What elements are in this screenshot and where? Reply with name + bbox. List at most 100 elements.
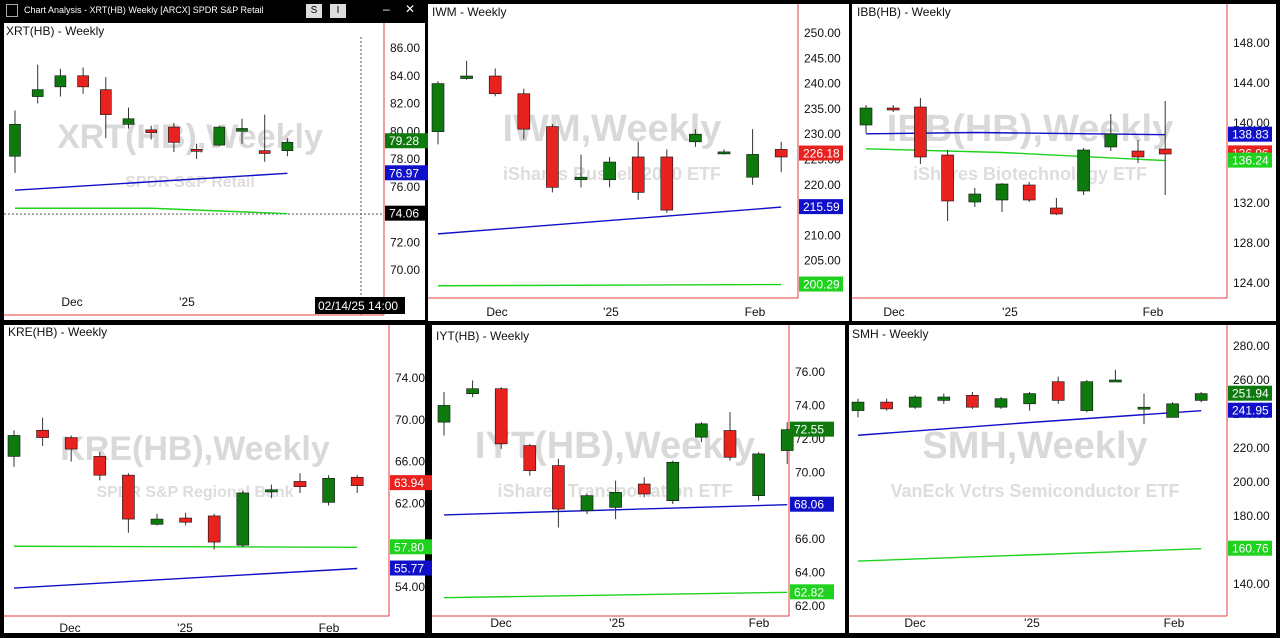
y-tick-label: 132.00 bbox=[1233, 196, 1270, 210]
y-tick-label: 220.00 bbox=[1233, 441, 1270, 455]
candle bbox=[179, 512, 192, 526]
candle-body bbox=[1158, 148, 1172, 155]
candle bbox=[995, 183, 1009, 212]
candle-body bbox=[937, 396, 951, 401]
y-tick-label: 86.00 bbox=[390, 41, 420, 55]
x-tick-label: Dec bbox=[59, 621, 80, 635]
y-tick-label: 66.00 bbox=[795, 532, 825, 546]
y-tick-label: 230.00 bbox=[804, 127, 841, 141]
chart-title: XRT(HB) - Weekly bbox=[6, 24, 104, 38]
price-marker-label: 138.83 bbox=[1232, 128, 1269, 142]
moving-average-blue bbox=[865, 131, 1166, 136]
price-marker-box bbox=[1228, 385, 1272, 401]
candle bbox=[746, 129, 759, 185]
candle-body bbox=[523, 445, 537, 471]
price-marker-box bbox=[1228, 152, 1272, 168]
y-tick-label: 70.00 bbox=[395, 413, 425, 427]
candle bbox=[689, 129, 702, 147]
price-marker-box bbox=[799, 145, 843, 161]
close-icon[interactable]: ✕ bbox=[405, 2, 416, 16]
candle bbox=[494, 387, 508, 449]
y-tick-label: 210.00 bbox=[804, 228, 841, 242]
y-tick-label: 140.00 bbox=[1233, 116, 1270, 130]
y-tick-label: 76.00 bbox=[795, 365, 825, 379]
y-tick-label: 62.00 bbox=[395, 496, 425, 510]
price-marker-label: 55.77 bbox=[394, 562, 424, 576]
candle-body bbox=[36, 429, 49, 438]
i-button[interactable]: I bbox=[330, 4, 346, 18]
candle-body bbox=[488, 75, 502, 95]
candle-body bbox=[350, 476, 364, 486]
candle-body bbox=[258, 150, 271, 154]
candle bbox=[666, 460, 680, 505]
candle bbox=[150, 513, 164, 526]
candle bbox=[908, 395, 922, 409]
candle-body bbox=[631, 156, 645, 193]
candle bbox=[213, 125, 226, 147]
candle-body bbox=[941, 154, 954, 202]
candle-body bbox=[723, 430, 737, 458]
candle bbox=[122, 107, 135, 129]
x-tick-label: '25 bbox=[609, 616, 625, 630]
candle-body bbox=[517, 93, 531, 130]
candle bbox=[546, 124, 559, 193]
chart-pane-6[interactable]: SMH,Weekly VanEck Vctrs Semiconductor ETF… bbox=[849, 325, 1276, 633]
candle-body bbox=[1137, 406, 1151, 410]
chart-pane-1[interactable]: XRT(HB),Weekly SPDR S&P Retail XRT(HB) - W… bbox=[4, 23, 429, 320]
candle-body bbox=[1022, 184, 1036, 201]
y-tick-label: 245.00 bbox=[804, 51, 841, 65]
s-button[interactable]: S bbox=[306, 4, 322, 18]
price-marker: 55.77 bbox=[390, 560, 434, 576]
candle-body bbox=[145, 129, 157, 133]
price-marker-label: 241.95 bbox=[1232, 404, 1269, 418]
price-marker-box bbox=[390, 475, 434, 491]
price-marker-box bbox=[799, 276, 843, 292]
price-marker-label: 215.59 bbox=[803, 200, 840, 214]
y-tick-label: 240.00 bbox=[804, 77, 841, 91]
candle bbox=[36, 417, 49, 446]
candle-body bbox=[908, 396, 922, 408]
price-marker-label: 160.76 bbox=[1232, 542, 1269, 556]
candle-body bbox=[265, 489, 278, 493]
watermark-text: IYT(HB),Weekly bbox=[475, 425, 755, 467]
y-tick-label: 78.00 bbox=[390, 152, 420, 166]
candle bbox=[886, 105, 900, 112]
minimize-icon[interactable]: – bbox=[383, 2, 390, 16]
candle bbox=[258, 114, 271, 162]
candle bbox=[717, 149, 731, 155]
candle-body bbox=[609, 492, 622, 508]
candle bbox=[265, 484, 278, 499]
candle bbox=[609, 480, 622, 520]
candle bbox=[437, 392, 451, 436]
price-marker: 62.82 bbox=[790, 584, 834, 600]
candle bbox=[941, 150, 954, 221]
moving-average-green bbox=[13, 545, 358, 548]
candle-body bbox=[322, 478, 335, 503]
x-tick-label: Dec bbox=[490, 616, 511, 630]
y-tick-label: 260.00 bbox=[1233, 373, 1270, 387]
candle bbox=[752, 452, 765, 501]
candle bbox=[937, 393, 951, 404]
watermark-text: IBB(HB),Weekly bbox=[887, 108, 1173, 150]
candle-body bbox=[236, 492, 250, 546]
candle-body bbox=[880, 401, 893, 410]
candle bbox=[774, 141, 788, 173]
price-marker: 136.24 bbox=[1228, 152, 1272, 168]
y-tick-label: 54.00 bbox=[395, 580, 425, 594]
y-tick-label: 124.00 bbox=[1233, 276, 1270, 290]
candle bbox=[603, 156, 616, 188]
candle bbox=[100, 77, 112, 139]
candle-body bbox=[122, 118, 135, 125]
x-tick-label: Dec bbox=[883, 305, 904, 319]
candle-body bbox=[122, 474, 135, 520]
candle bbox=[723, 412, 737, 461]
watermark-text: SMH,Weekly bbox=[922, 425, 1147, 467]
candle bbox=[695, 422, 708, 443]
y-tick-label: 140.00 bbox=[1233, 577, 1270, 591]
candle-body bbox=[1051, 381, 1065, 401]
candle bbox=[460, 60, 473, 80]
